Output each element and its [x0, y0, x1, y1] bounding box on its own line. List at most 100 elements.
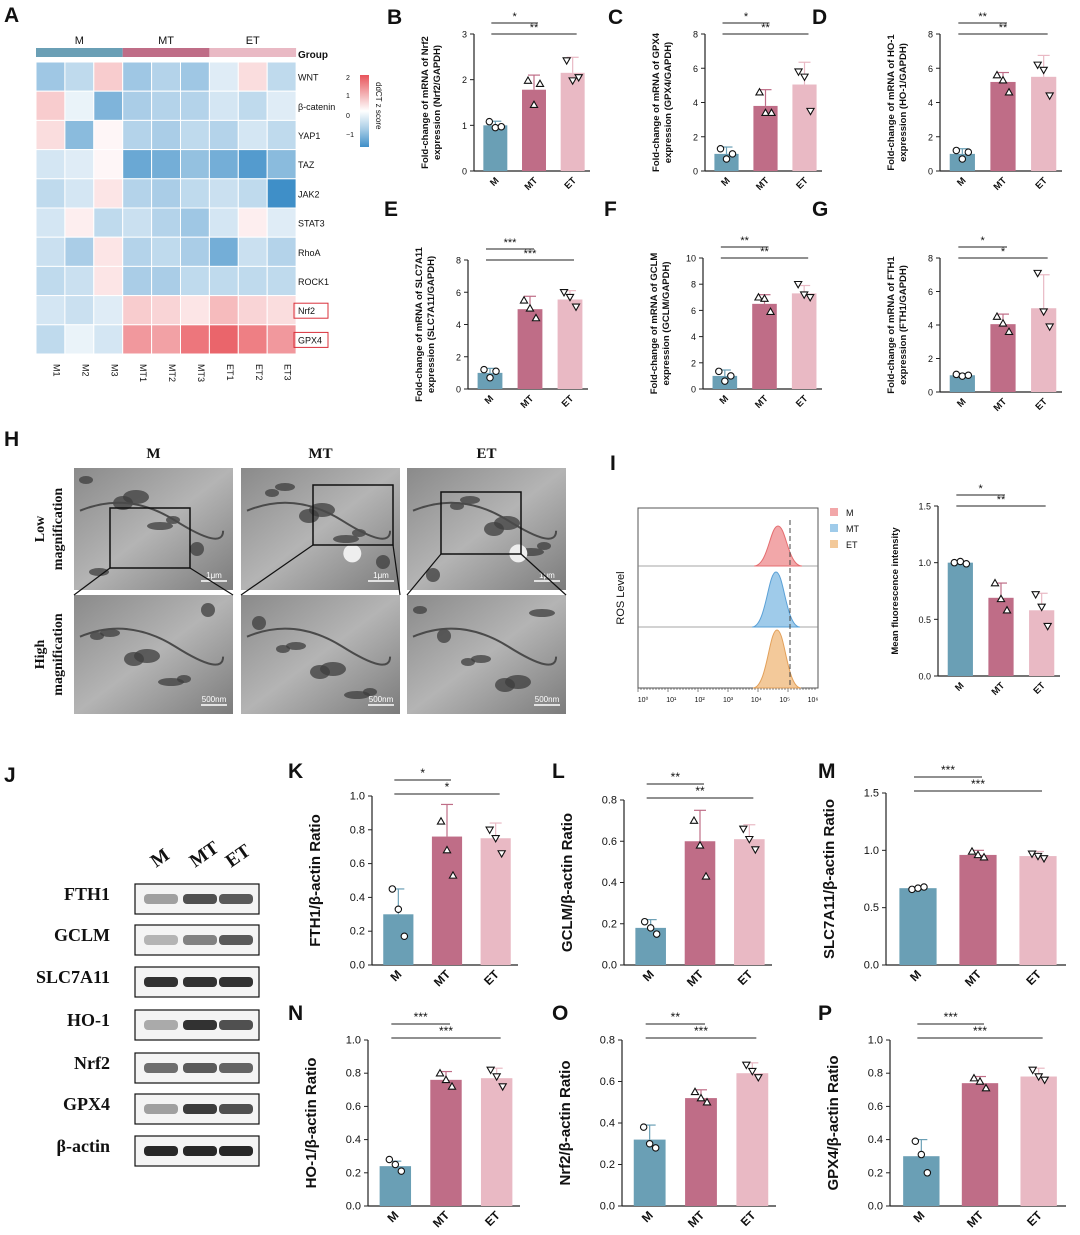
data-point [571, 303, 581, 312]
data-point [646, 924, 655, 932]
data-point [923, 1169, 932, 1177]
y-axis-title: FTH1/β-actin Ratio [307, 814, 324, 947]
bar-et [1031, 308, 1057, 392]
heatmap-cell [237, 178, 268, 209]
x-tick-label: ET [735, 967, 756, 988]
y-tick-label: 0.6 [346, 1101, 361, 1113]
y-tick-label: 0.4 [600, 1118, 615, 1130]
data-point [992, 70, 1002, 79]
y-axis-title-line2: expression (HO-1/GAPDH) [898, 43, 909, 162]
wb-protein-label: SLC7A11 [36, 967, 110, 987]
tem-row-label-line2: magnification [51, 613, 66, 696]
mitochondrion [413, 606, 427, 614]
chart-i: 0.0 0.5 1.0 1.5 Mean fluorescence intensity M… [890, 483, 1060, 698]
y-axis-title-line2: expression (GPX4/GAPDH) [663, 42, 674, 163]
zoom-line [240, 544, 314, 596]
chart-c: C 0 2 4 6 8 Fold-change of mRNA of GPX4 express… [608, 6, 822, 193]
sig-label: ** [761, 22, 770, 34]
data-point [529, 100, 539, 109]
data-point [744, 835, 754, 844]
sample-label: MT1 [138, 364, 148, 382]
flow-frame [637, 507, 819, 689]
panel-letter: G [812, 198, 828, 221]
data-point [519, 295, 529, 304]
bar-m [949, 375, 975, 392]
flow-histogram-et [752, 629, 802, 689]
y-tick-label: 0.6 [868, 1101, 883, 1113]
heatmap-cell [208, 149, 239, 180]
y-tick-label: 10 [686, 254, 696, 264]
x-tick-label: MT [431, 967, 454, 990]
data-point [435, 1068, 445, 1077]
chart-k: K 0.0 0.2 0.4 0.6 0.8 1.0 FTH1/β-actin Ratio M MT… [288, 760, 518, 989]
heatmap-cell [180, 119, 210, 151]
mitochondrion [177, 675, 191, 683]
heatmap-cell [266, 265, 297, 297]
y-tick-label: 0.8 [346, 1068, 361, 1080]
wb-protein-label: β-actin [57, 1136, 110, 1156]
data-point [956, 557, 965, 566]
x-tick-label: M [384, 1208, 401, 1225]
data-point [388, 885, 397, 893]
y-tick-label: 1.0 [918, 558, 931, 568]
mitochondrion [320, 662, 346, 676]
mitochondrion [333, 535, 359, 543]
heatmap-cell [151, 119, 182, 151]
y-tick-label: 0 [456, 385, 461, 395]
mitochondrion [265, 489, 279, 497]
zoom-line [520, 553, 567, 596]
y-tick-label: 0.4 [602, 877, 617, 889]
heatmap-cell [208, 61, 239, 92]
heatmap-legend-title: ddCT z score [374, 82, 383, 130]
y-axis-title: Mean fluorescence intensity [890, 527, 901, 655]
mitochondrion [529, 609, 555, 617]
data-point [574, 74, 584, 83]
sig-label: * [1001, 246, 1006, 258]
heatmap-cell [122, 61, 153, 92]
data-point [958, 155, 967, 163]
sig-label: ** [695, 784, 705, 798]
y-tick-label: 0 [693, 167, 698, 177]
data-point [1031, 591, 1041, 600]
data-point [1045, 92, 1055, 101]
data-point [992, 311, 1002, 320]
data-point [701, 871, 711, 880]
heatmap-cell [208, 178, 239, 209]
y-tick-label: 6 [691, 306, 696, 316]
heatmap-cell [180, 324, 210, 355]
x-tick-label: ET [738, 1208, 759, 1229]
heatmap-cell [35, 149, 66, 180]
sig-label: ** [671, 770, 681, 784]
sig-label: ** [978, 11, 987, 23]
y-tick-label: 0.4 [868, 1134, 883, 1146]
heatmap-cell [266, 119, 297, 151]
group-label-mt: MT [158, 35, 174, 47]
bar-et [1031, 76, 1057, 171]
bar-mt [685, 1098, 717, 1206]
mitochondrion [537, 542, 551, 550]
sig-label: ** [671, 1010, 681, 1024]
data-point [1039, 66, 1049, 75]
sig-label: *** [941, 763, 955, 777]
y-tick-label: 1.5 [918, 502, 931, 512]
data-point [486, 1066, 496, 1075]
heatmap-cell [122, 178, 153, 209]
heatmap-cell [35, 265, 66, 297]
y-tick-label: 2 [928, 132, 933, 142]
data-point [1039, 308, 1049, 317]
y-tick-label: 6 [456, 288, 461, 298]
data-point [716, 144, 725, 153]
heatmap-cell [93, 61, 124, 92]
flow-legend-label: M [846, 508, 854, 518]
data-point [996, 594, 1006, 603]
bar-mt [988, 597, 1014, 676]
bar-mt [990, 324, 1016, 392]
zoom-line [392, 544, 401, 596]
data-point [690, 1087, 700, 1096]
y-axis-title: Fold-change of mRNA of SLC7A11 [414, 246, 425, 402]
data-point [914, 884, 922, 892]
y-axis-title: HO-1/β-actin Ratio [303, 1058, 320, 1189]
sig-label: *** [524, 248, 538, 260]
data-point [559, 288, 569, 297]
y-tick-label: 6 [928, 64, 933, 74]
